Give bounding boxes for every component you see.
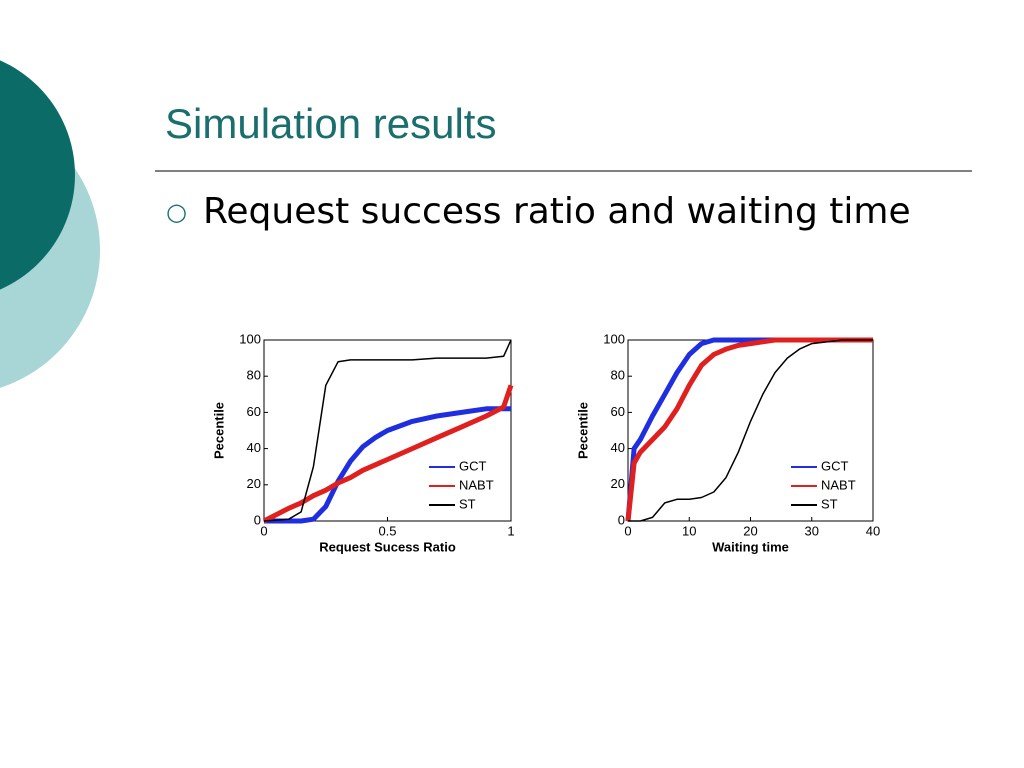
y-tick-label: 20	[611, 476, 625, 491]
series-line	[263, 339, 512, 522]
series-line	[262, 384, 514, 524]
legend-label: GCT	[821, 458, 849, 473]
x-axis-label: Request Sucess Ratio	[319, 539, 456, 554]
x-tick-label: 0	[624, 523, 631, 538]
x-axis-label: Waiting time	[712, 539, 789, 554]
x-tick-label: 40	[866, 523, 880, 538]
series-line	[628, 339, 873, 522]
y-tick-label: 40	[611, 440, 625, 455]
legend-label: ST	[821, 496, 838, 511]
y-tick-label: 0	[618, 512, 625, 527]
y-tick-label: 80	[611, 368, 625, 383]
legend-label: NABT	[821, 477, 856, 492]
y-tick-label: 100	[603, 331, 625, 346]
legend-label: NABT	[459, 477, 494, 492]
legend-label: ST	[459, 496, 476, 511]
x-tick-label: 1	[507, 523, 514, 538]
decor-circle	[0, 60, 75, 290]
legend-label: GCT	[459, 458, 487, 473]
y-tick-label: 100	[239, 331, 261, 346]
y-tick-label: 20	[247, 476, 261, 491]
y-axis-label: Pecentile	[211, 402, 226, 459]
y-axis-label: Pecentile	[575, 402, 590, 459]
y-tick-label: 60	[247, 404, 261, 419]
series-line	[625, 337, 873, 522]
x-tick-label: 0	[260, 523, 267, 538]
y-tick-label: 80	[247, 368, 261, 383]
slide-title: Simulation results	[165, 100, 497, 147]
x-tick-label: 20	[743, 523, 757, 538]
y-tick-label: 60	[611, 404, 625, 419]
y-tick-label: 0	[254, 512, 261, 527]
x-tick-label: 0.5	[378, 523, 396, 538]
x-tick-label: 10	[682, 523, 696, 538]
bullet-marker: ○	[166, 198, 187, 226]
bullet-text: Request success ratio and waiting time	[203, 191, 911, 232]
series-line	[264, 406, 511, 524]
x-tick-label: 30	[805, 523, 819, 538]
y-tick-label: 40	[247, 440, 261, 455]
